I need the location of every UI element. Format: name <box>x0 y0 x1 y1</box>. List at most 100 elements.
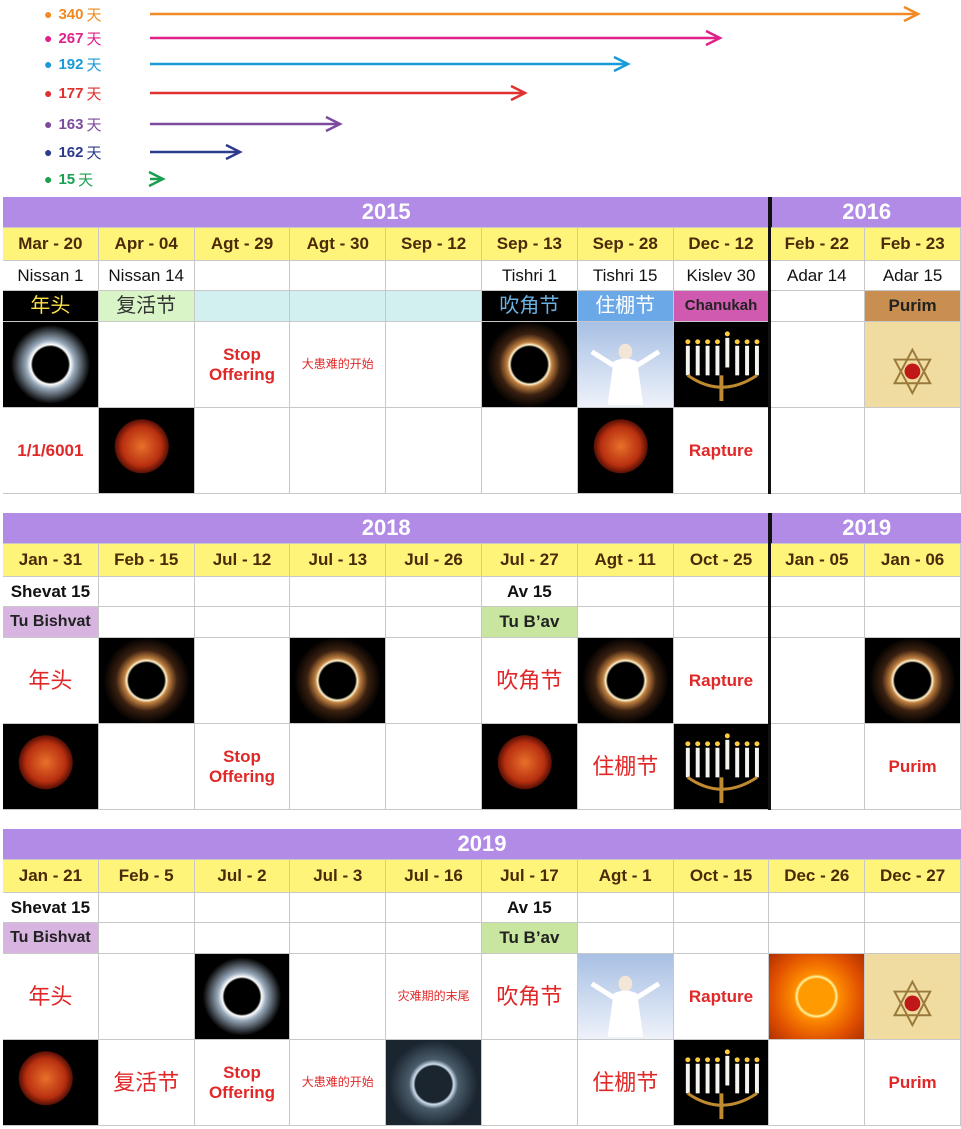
cell <box>769 893 865 923</box>
date-cell: Dec - 26 <box>769 860 865 893</box>
date-cell: Oct - 15 <box>674 860 770 893</box>
cell <box>769 408 865 494</box>
cell <box>674 1040 770 1126</box>
cell <box>578 923 674 954</box>
date-cell: Jul - 12 <box>195 544 291 577</box>
cell: Shevat 15 <box>3 893 99 923</box>
date-cell: Mar - 20 <box>3 228 99 261</box>
cell: 大患难的开始 <box>290 322 386 408</box>
cell <box>290 607 386 638</box>
date-cell: Feb - 22 <box>769 228 865 261</box>
cell <box>99 322 195 408</box>
cell: 住棚节 <box>578 291 674 322</box>
cell: Av 15 <box>482 577 578 607</box>
cell: Chanukah <box>674 291 770 322</box>
date-cell: Agt - 11 <box>578 544 674 577</box>
divider <box>768 197 771 494</box>
arrow <box>0 169 961 189</box>
date-cell: Jul - 27 <box>482 544 578 577</box>
cell <box>386 1040 482 1126</box>
year-header: 2019 <box>3 829 961 860</box>
cell: 1/1/6001 <box>3 408 99 494</box>
cell <box>769 724 865 810</box>
date-cell: Agt - 29 <box>195 228 291 261</box>
cell <box>290 291 386 322</box>
date-cell: Dec - 12 <box>674 228 770 261</box>
cell <box>195 954 291 1040</box>
cell <box>769 322 865 408</box>
cell: 吹角节 <box>482 954 578 1040</box>
cell <box>386 322 482 408</box>
cell <box>290 893 386 923</box>
year-header: 2016 <box>769 197 961 228</box>
arrow <box>0 83 961 103</box>
cell <box>386 724 482 810</box>
cell <box>99 724 195 810</box>
cell: Stop Offering <box>195 1040 291 1126</box>
cell: 吹角节 <box>482 291 578 322</box>
cell <box>482 1040 578 1126</box>
cell: Shevat 15 <box>3 577 99 607</box>
cell: 年头 <box>3 954 99 1040</box>
cell <box>195 638 291 724</box>
cell: Kislev 30 <box>674 261 770 291</box>
date-cell: Jul - 16 <box>386 860 482 893</box>
cell: 年头 <box>3 638 99 724</box>
date-cell: Jan - 06 <box>865 544 961 577</box>
cell <box>195 577 291 607</box>
cell <box>674 607 770 638</box>
cell: Adar 15 <box>865 261 961 291</box>
cell <box>290 577 386 607</box>
date-cell: Feb - 5 <box>99 860 195 893</box>
cell <box>578 638 674 724</box>
cell: 灾难期的末尾 <box>386 954 482 1040</box>
cell <box>865 322 961 408</box>
cell <box>482 408 578 494</box>
date-cell: Jan - 31 <box>3 544 99 577</box>
cell <box>578 954 674 1040</box>
cell <box>769 638 865 724</box>
date-cell: Jul - 13 <box>290 544 386 577</box>
cell <box>3 1040 99 1126</box>
cell <box>578 322 674 408</box>
date-cell: Sep - 13 <box>482 228 578 261</box>
date-cell: Jul - 17 <box>482 860 578 893</box>
cell <box>195 291 291 322</box>
cell <box>578 893 674 923</box>
cell <box>865 893 961 923</box>
cell: Rapture <box>674 638 770 724</box>
cell <box>290 261 386 291</box>
cell <box>578 577 674 607</box>
arrow <box>0 142 961 162</box>
cell: Tu Bishvat <box>3 607 99 638</box>
cell <box>99 408 195 494</box>
cell <box>674 724 770 810</box>
cell: Stop Offering <box>195 724 291 810</box>
cell: Stop Offering <box>195 322 291 408</box>
year-header: 2018 <box>3 513 769 544</box>
cell <box>674 923 770 954</box>
cell <box>386 638 482 724</box>
arrow <box>0 28 961 48</box>
cell <box>195 261 291 291</box>
cell: Tu Bishvat <box>3 923 99 954</box>
cell: 复活节 <box>99 1040 195 1126</box>
date-cell: Agt - 30 <box>290 228 386 261</box>
table: 20182019Jan - 31Feb - 15Jul - 12Jul - 13… <box>0 513 961 810</box>
cell <box>769 607 865 638</box>
cell <box>386 607 482 638</box>
cell: Tu B’av <box>482 923 578 954</box>
cell <box>99 923 195 954</box>
cell <box>578 408 674 494</box>
divider <box>768 513 771 810</box>
cell <box>769 577 865 607</box>
cell <box>386 577 482 607</box>
cell <box>865 638 961 724</box>
cell <box>386 408 482 494</box>
cell <box>386 261 482 291</box>
cell <box>865 954 961 1040</box>
date-cell: Feb - 15 <box>99 544 195 577</box>
cell <box>386 893 482 923</box>
date-cell: Agt - 1 <box>578 860 674 893</box>
